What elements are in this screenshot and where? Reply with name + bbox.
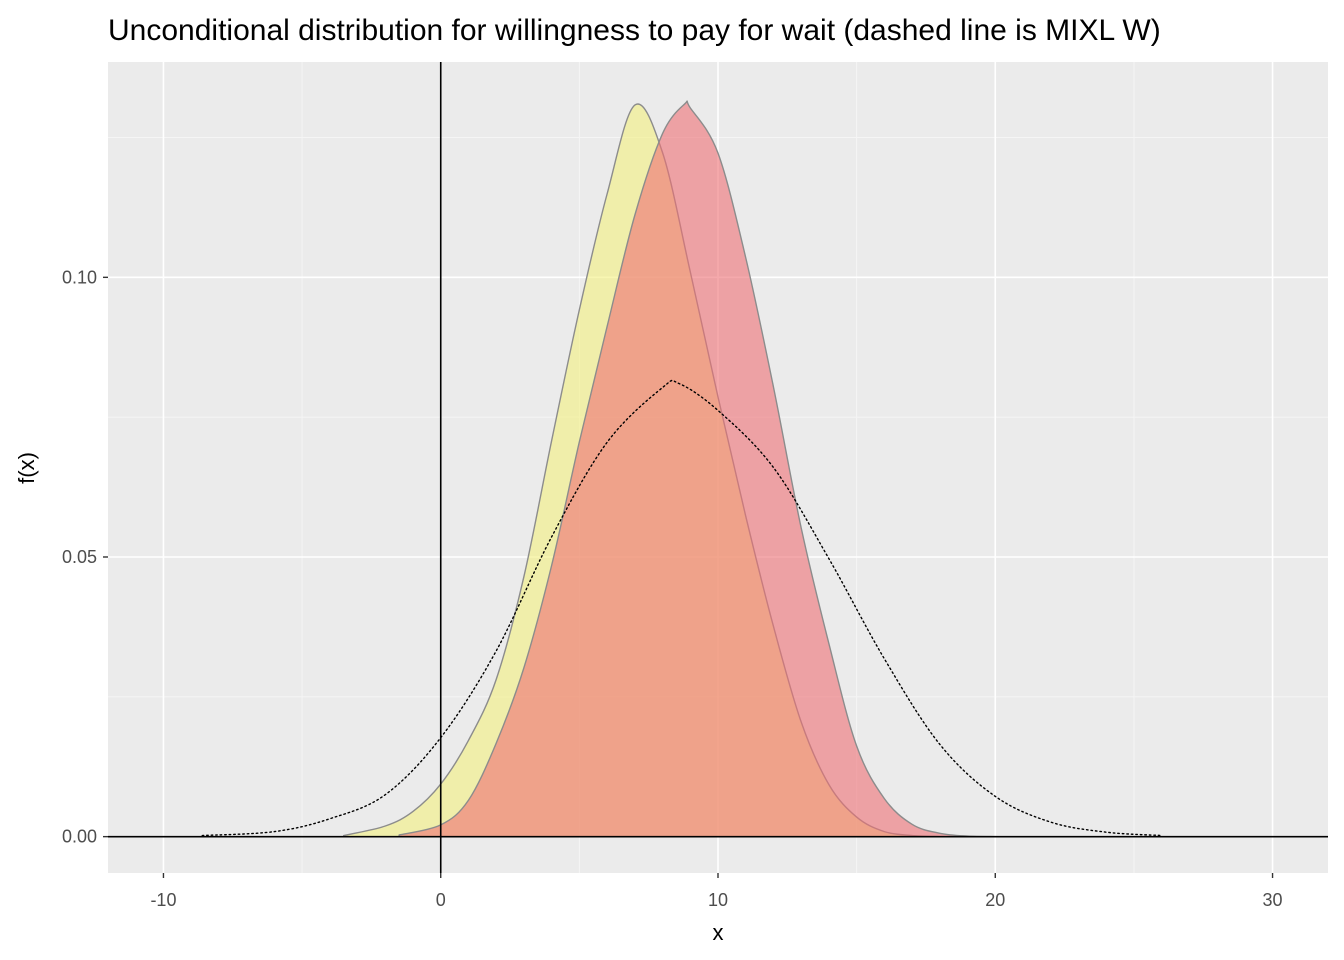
x-tick-label: 0 — [436, 890, 446, 910]
mixl-w-dotted-line — [201, 379, 1163, 837]
x-tick-label: -10 — [150, 890, 176, 910]
y-axis: 0.00 0.05 0.10 — [62, 267, 108, 847]
y-tick-label: 0.05 — [62, 547, 97, 567]
y-tick-label: 0.00 — [62, 827, 97, 847]
reference-lines — [108, 62, 1328, 873]
y-axis-title: f(x) — [14, 452, 39, 484]
density-area-2 — [398, 100, 996, 838]
x-tick-label: 10 — [708, 890, 728, 910]
y-tick-label: 0.10 — [62, 267, 97, 287]
chart-title: Unconditional distribution for willingne… — [108, 14, 1161, 47]
x-axis: -10 0 10 20 30 — [150, 873, 1283, 910]
series-layer — [201, 100, 1163, 838]
x-tick-label: 30 — [1263, 890, 1283, 910]
x-axis-title: x — [713, 920, 724, 945]
x-tick-label: 20 — [985, 890, 1005, 910]
